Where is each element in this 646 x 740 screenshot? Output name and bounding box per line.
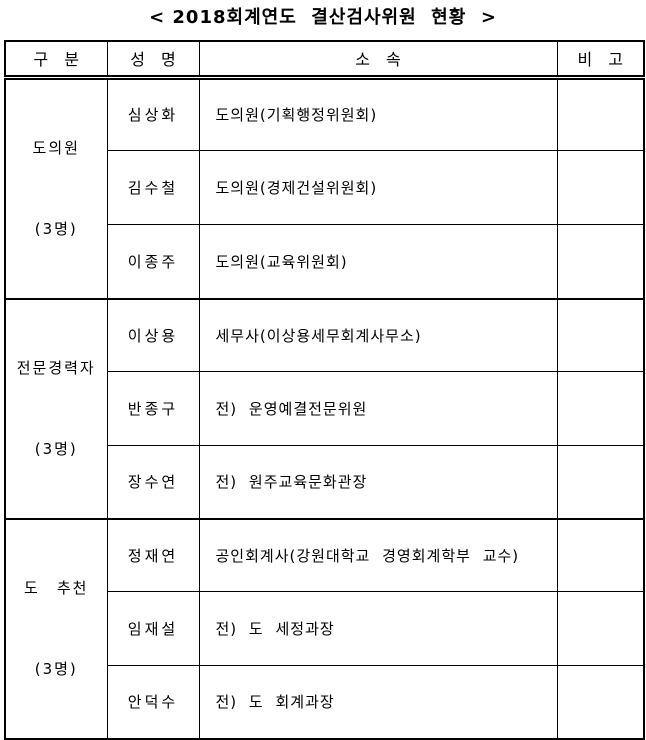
header-cell-note: 비 고 bbox=[556, 40, 645, 80]
member-name-cell: 심상화 bbox=[106, 76, 200, 152]
member-affiliation-cell: 전) 운영예결전문위원 bbox=[198, 371, 558, 446]
group-count: (3명) bbox=[34, 219, 78, 238]
table-row: 도 추천 (3명) 정재연 공인회계사(강원대학교 경영회계학부 교수) bbox=[4, 517, 645, 739]
member-name-cell: 이상용 bbox=[106, 297, 200, 373]
committee-table: 구 분 성 명 소 속 비 고 도의원 (3명) 심상화 도의원(기획행정위원회… bbox=[4, 40, 645, 740]
group-label: 도 추천 bbox=[24, 578, 89, 597]
member-affiliation-cell: 전) 도 세정과장 bbox=[198, 591, 558, 666]
page-title: < 2018회계연도 결산검사위원 현황 > bbox=[149, 7, 497, 28]
table-row: 이종주 도의원(교육위원회) bbox=[5, 224, 645, 299]
member-note-cell bbox=[556, 297, 645, 373]
member-note-cell bbox=[556, 76, 645, 152]
member-note-cell bbox=[556, 224, 645, 299]
member-affiliation-cell: 도의원(경제건설위원회) bbox=[198, 150, 558, 226]
member-name-cell: 임재설 bbox=[106, 591, 200, 666]
member-affiliation-cell: 전) 원주교육문화관장 bbox=[198, 444, 558, 520]
group-label-cell: 도 추천 (3명) bbox=[4, 517, 108, 739]
group-count: (3명) bbox=[34, 439, 78, 458]
member-note-cell bbox=[556, 664, 645, 740]
table-row: 장수연 전) 원주교육문화관장 bbox=[5, 444, 645, 520]
member-name-cell: 김수철 bbox=[106, 150, 200, 226]
member-affiliation-cell: 세무사(이상용세무회계사무소) bbox=[198, 297, 558, 373]
group-count: (3명) bbox=[34, 659, 78, 678]
table-row: 전문경력자 (3명) 이상용 세무사(이상용세무회계사무소) bbox=[4, 297, 645, 519]
group-label: 도의원 bbox=[32, 138, 80, 157]
member-note-cell bbox=[556, 371, 645, 446]
member-note-cell bbox=[556, 591, 645, 666]
member-name-cell: 정재연 bbox=[106, 517, 200, 593]
member-affiliation-cell: 공인회계사(강원대학교 경영회계학부 교수) bbox=[198, 517, 558, 593]
table-header-row: 구 분 성 명 소 속 비 고 bbox=[4, 40, 645, 80]
member-affiliation-cell: 도의원(기획행정위원회) bbox=[198, 76, 558, 152]
member-name-cell: 반종구 bbox=[106, 371, 200, 446]
header-cell-affiliation: 소 속 bbox=[198, 40, 558, 80]
group-label: 전문경력자 bbox=[16, 358, 96, 377]
member-note-cell bbox=[556, 150, 645, 226]
member-name-cell: 장수연 bbox=[106, 444, 200, 520]
group-label-cell: 전문경력자 (3명) bbox=[4, 297, 108, 519]
member-affiliation-cell: 도의원(교육위원회) bbox=[198, 224, 558, 299]
member-note-cell bbox=[556, 444, 645, 520]
member-name-cell: 안덕수 bbox=[106, 664, 200, 740]
member-name-cell: 이종주 bbox=[106, 224, 200, 299]
header-cell-category: 구 분 bbox=[4, 40, 108, 80]
table-row: 반종구 전) 운영예결전문위원 bbox=[5, 371, 645, 446]
member-affiliation-cell: 전) 도 회계과장 bbox=[198, 664, 558, 740]
table-row: 김수철 도의원(경제건설위원회) bbox=[5, 150, 645, 226]
header-cell-name: 성 명 bbox=[106, 40, 200, 80]
member-note-cell bbox=[556, 517, 645, 593]
group-label-cell: 도의원 (3명) bbox=[4, 76, 108, 299]
table-row: 도의원 (3명) 심상화 도의원(기획행정위원회) bbox=[4, 76, 645, 299]
